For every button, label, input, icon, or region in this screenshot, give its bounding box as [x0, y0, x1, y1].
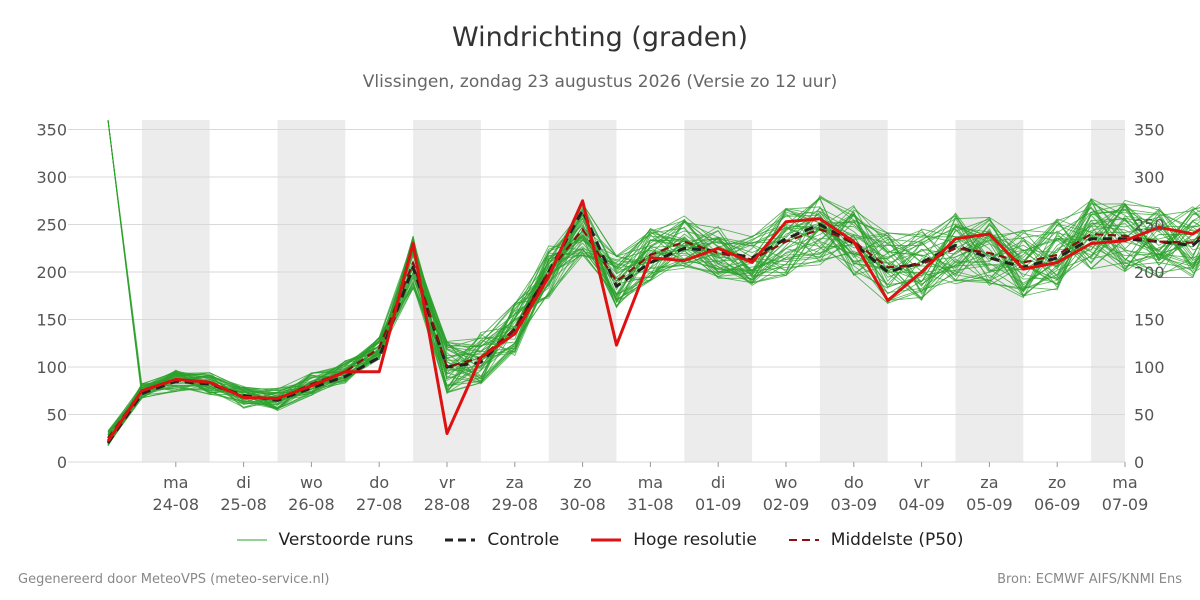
- footer-generated: Gegenereerd door MeteoVPS (meteo-service…: [18, 572, 330, 587]
- y-axis-right: 0 50 100 150 200 250 300 350: [1134, 121, 1165, 473]
- legend-label-hoge-resolutie: Hoge resolutie: [633, 530, 757, 550]
- legend-swatch-p50: [788, 539, 819, 541]
- legend-item-hoge-resolutie: Hoge resolutie: [591, 530, 757, 550]
- ensemble-member-44: [107, 209, 1200, 436]
- y-tick-right-250: 250: [1134, 216, 1165, 235]
- x-tick-day-7: ma: [638, 473, 663, 492]
- y-tick-left-250: 250: [36, 216, 67, 235]
- y-tick-left-200: 200: [36, 263, 67, 282]
- x-tick-date-3: 27-08: [356, 495, 403, 514]
- legend-item-ensemble: Verstoorde runs: [236, 530, 414, 550]
- series-hoge-resolutie: [106, 199, 1200, 442]
- ensemble-member-31: [107, 214, 1200, 444]
- x-tick-date-4: 28-08: [424, 495, 471, 514]
- ensemble-member-24: [107, 119, 1200, 406]
- x-tick-date-6: 30-08: [559, 495, 606, 514]
- x-tick-day-8: di: [711, 473, 726, 492]
- ensemble-member-43: [107, 204, 1200, 433]
- x-tick-day-11: vr: [914, 473, 930, 492]
- legend-label-controle: Controle: [487, 530, 560, 550]
- legend-swatch-controle: [445, 538, 476, 542]
- y-tick-right-0: 0: [1134, 453, 1144, 472]
- x-tick-date-9: 02-09: [763, 495, 810, 514]
- x-tick-day-12: za: [980, 473, 998, 492]
- y-tick-right-100: 100: [1134, 358, 1165, 377]
- y-tick-left-50: 50: [47, 406, 67, 425]
- x-tick-day-14: ma: [1112, 473, 1137, 492]
- chart-legend: Verstoorde runs Controle Hoge resolutie …: [0, 530, 1200, 550]
- x-tick-day-6: zo: [574, 473, 592, 492]
- legend-item-p50: Middelste (P50): [788, 530, 964, 550]
- y-tick-right-50: 50: [1134, 406, 1154, 425]
- y-tick-right-150: 150: [1134, 311, 1165, 330]
- legend-label-p50: Middelste (P50): [830, 530, 964, 550]
- shade-band-3: [548, 120, 617, 462]
- x-tick-day-9: wo: [775, 473, 798, 492]
- page-title: Windrichting (graden): [451, 22, 749, 53]
- x-tick-day-3: do: [369, 473, 389, 492]
- x-axis: ma 24-08 di 25-08 wo 26-08 do 27-08 vr 28-08 za 29-…: [153, 462, 1149, 514]
- y-tick-left-150: 150: [36, 311, 67, 330]
- y-axis-left: 0 50 100 150 200 250 300 350: [36, 121, 67, 473]
- x-tick-date-2: 26-08: [288, 495, 335, 514]
- day-shading: [141, 120, 1125, 462]
- x-tick-day-10: do: [844, 473, 864, 492]
- x-tick-date-7: 31-08: [627, 495, 674, 514]
- x-tick-date-5: 29-08: [492, 495, 539, 514]
- x-tick-date-11: 04-09: [898, 495, 945, 514]
- footer-source: Bron: ECMWF AIFS/KNMI Ens: [997, 572, 1182, 587]
- ensemble-series: [107, 119, 1200, 447]
- x-tick-date-0: 24-08: [153, 495, 200, 514]
- legend-swatch-hoge-resolutie: [591, 538, 622, 542]
- x-tick-day-0: ma: [163, 473, 188, 492]
- shade-band-1: [277, 120, 346, 462]
- ensemble-member-46: [107, 202, 1200, 435]
- x-tick-date-1: 25-08: [220, 495, 267, 514]
- shade-band-5: [819, 120, 888, 462]
- x-tick-day-5: za: [506, 473, 524, 492]
- y-tick-left-100: 100: [36, 358, 67, 377]
- shade-band-6: [955, 120, 1024, 462]
- legend-swatch-ensemble: [236, 539, 267, 541]
- y-tick-right-350: 350: [1134, 121, 1165, 140]
- shade-band-0: [141, 120, 210, 462]
- x-tick-day-2: wo: [300, 473, 323, 492]
- main-series: [106, 199, 1200, 444]
- x-tick-date-13: 06-09: [1034, 495, 1081, 514]
- x-tick-date-12: 05-09: [966, 495, 1013, 514]
- y-tick-right-300: 300: [1134, 168, 1165, 187]
- x-tick-day-4: vr: [439, 473, 455, 492]
- ensemble-member-15: [107, 213, 1200, 433]
- ensemble-member-45: [107, 207, 1200, 436]
- y-tick-left-0: 0: [57, 453, 67, 472]
- ensemble-member-41: [107, 198, 1200, 446]
- ensemble-member-26: [107, 208, 1200, 435]
- y-tick-right-200: 200: [1134, 263, 1165, 282]
- x-tick-day-1: di: [236, 473, 251, 492]
- ensemble-member-34: [107, 207, 1200, 437]
- page-subtitle: Vlissingen, zondag 23 augustus 2026 (Ver…: [362, 72, 838, 92]
- x-tick-day-13: zo: [1048, 473, 1066, 492]
- y-tick-left-350: 350: [36, 121, 67, 140]
- legend-label-ensemble: Verstoorde runs: [278, 530, 414, 550]
- shade-band-4: [684, 120, 753, 462]
- x-tick-date-14: 07-09: [1102, 495, 1149, 514]
- shade-band-7: [1091, 120, 1125, 462]
- x-tick-date-10: 03-09: [831, 495, 878, 514]
- y-tick-left-300: 300: [36, 168, 67, 187]
- legend-item-controle: Controle: [445, 530, 559, 550]
- ensemble-member-29: [107, 217, 1200, 442]
- x-tick-date-8: 01-09: [695, 495, 742, 514]
